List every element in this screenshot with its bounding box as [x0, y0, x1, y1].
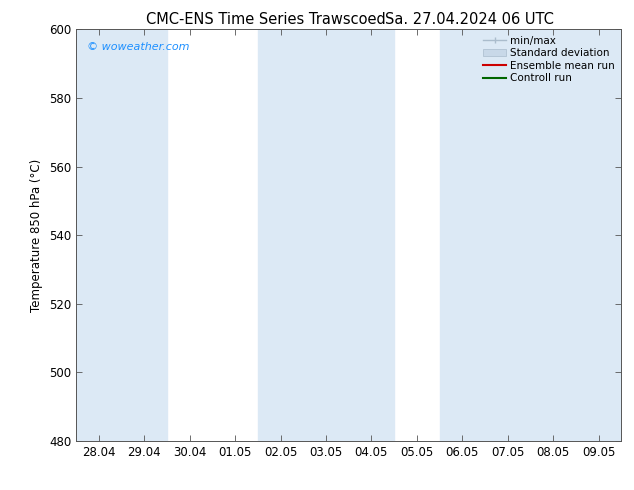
Bar [531, 29, 621, 441]
Bar [439, 29, 531, 441]
Bar [303, 29, 394, 441]
Text: CMC-ENS Time Series Trawscoed: CMC-ENS Time Series Trawscoed [146, 12, 386, 27]
Bar [258, 29, 349, 441]
Text: © woweather.com: © woweather.com [87, 42, 190, 52]
Legend: min/max, Standard deviation, Ensemble mean run, Controll run: min/max, Standard deviation, Ensemble me… [479, 31, 619, 88]
Text: Sa. 27.04.2024 06 UTC: Sa. 27.04.2024 06 UTC [385, 12, 553, 27]
Y-axis label: Temperature 850 hPa (°C): Temperature 850 hPa (°C) [30, 159, 43, 312]
Bar [76, 29, 167, 441]
